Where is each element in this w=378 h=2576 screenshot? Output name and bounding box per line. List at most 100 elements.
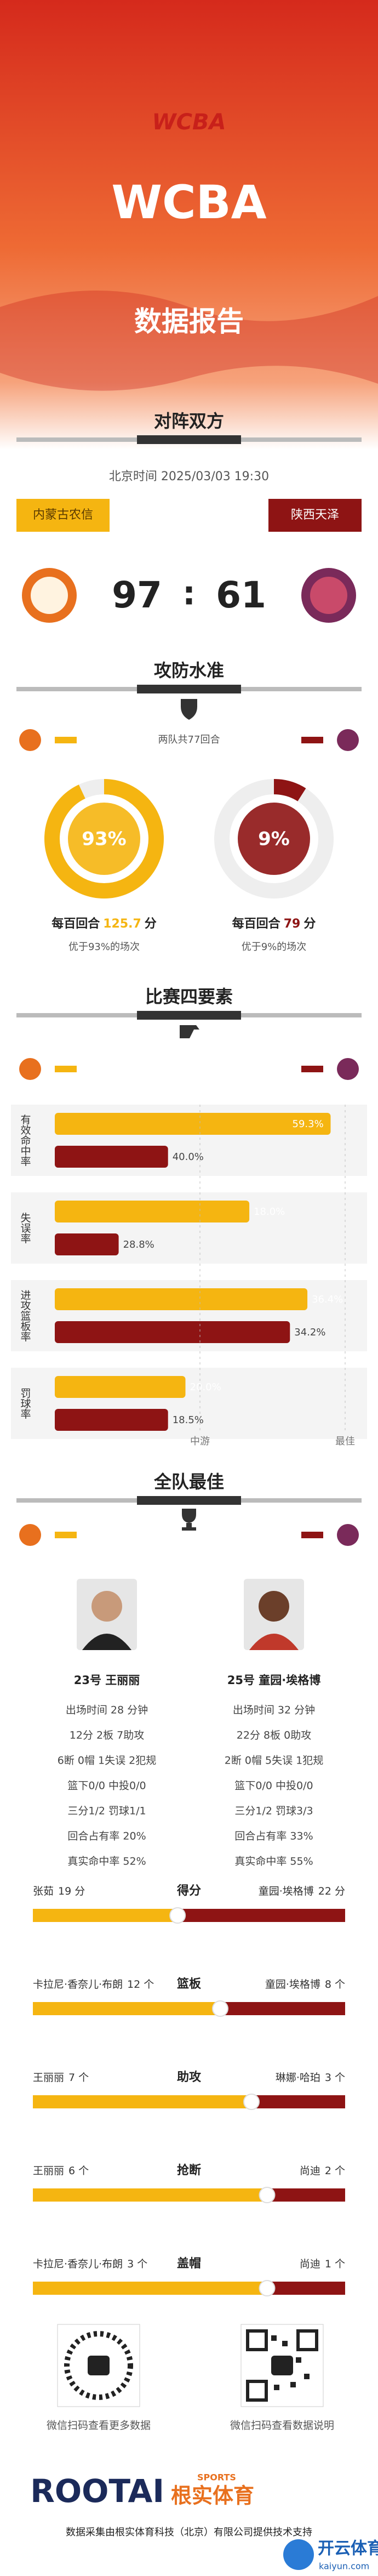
home-score: 97 <box>112 574 162 616</box>
away-icon <box>337 729 359 751</box>
leader-value: 7 <box>68 2072 75 2084</box>
player-stat: 6断 0帽 1失误 2犯规 <box>58 1755 156 1767</box>
away-logo-inner <box>310 577 347 614</box>
factor-value: 28.8% <box>123 1239 154 1250</box>
home-leader: 张茹 19 分 <box>33 1885 85 1897</box>
away-name-box <box>268 499 362 532</box>
brand: ROOTAI <box>30 2472 164 2510</box>
stat-name: 得分 <box>176 1884 201 1898</box>
points-unit: 分 <box>303 917 316 931</box>
home-share <box>33 2002 220 2015</box>
split-knob <box>259 2187 276 2203</box>
leader-unit: 个 <box>335 2258 345 2270</box>
player-stat: 回合占有率 20% <box>67 1830 146 1843</box>
factor-value: 36.4% <box>312 1294 343 1305</box>
home-leader: 王丽丽 6 个 <box>33 2165 89 2177</box>
factor-bar <box>55 1113 331 1135</box>
player-name: 23号 王丽丽 <box>74 1674 140 1687</box>
factor-bar <box>55 1321 290 1343</box>
player-stat: 出场时间 32 分钟 <box>233 1704 315 1716</box>
donut-label: 93% <box>82 828 126 850</box>
leader-name: 张茹 <box>33 1885 54 1897</box>
stat-name: 篮板 <box>176 1977 202 1991</box>
away-leader: 尚迪 1 个 <box>300 2258 345 2270</box>
title-hatch-mid <box>137 685 241 693</box>
player-name: 25号 童园·埃格博 <box>227 1674 321 1687</box>
leader-name: 尚迪 <box>300 2258 320 2270</box>
leader-unit: 个 <box>335 2165 345 2177</box>
possessions: 两队共77回合 <box>158 734 220 746</box>
photo-head <box>259 1591 289 1622</box>
home-legend <box>55 737 77 743</box>
player-stat: 真实命中率 55% <box>234 1856 313 1868</box>
qr-left <box>57 2324 140 2407</box>
watermark: 开云体育 <box>318 2539 378 2558</box>
stat-name: 抢断 <box>177 2163 201 2177</box>
home-name: 内蒙古农信 <box>33 508 93 522</box>
donut-inner <box>238 803 310 875</box>
factor-bar <box>55 1201 250 1222</box>
watermark-icon <box>283 2539 314 2570</box>
points-note: 优于93%的场次 <box>68 941 140 953</box>
factor-name: 失误率 <box>19 1212 31 1243</box>
home-icon <box>19 729 41 751</box>
player-stat: 12分 2板 7助攻 <box>70 1730 144 1742</box>
leader-value: 12 <box>127 1978 140 1991</box>
score-separator: : <box>182 575 196 613</box>
points-prefix: 每百回合 <box>51 917 100 931</box>
factor-value: 40.0% <box>173 1151 204 1163</box>
player-stat: 2断 0帽 5失误 1犯规 <box>225 1755 323 1767</box>
away-share <box>267 2188 345 2202</box>
away-icon <box>337 1058 359 1080</box>
donut-label: 9% <box>258 828 290 850</box>
leader-value: 19 <box>58 1885 71 1897</box>
away-legend <box>301 737 323 743</box>
split-knob <box>212 2000 228 2017</box>
home-leader: 卡拉尼·香奈儿·布朗 12 个 <box>33 1978 154 1991</box>
watermark-url: kaiyun.com <box>319 2561 369 2572</box>
header-bg <box>0 0 378 450</box>
qr-caption: 微信扫码查看更多数据 <box>47 2420 151 2432</box>
section-title: 比赛四要素 <box>145 986 233 1007</box>
away-leader: 童园·埃格博 22 分 <box>259 1885 345 1897</box>
factor-value: 20.0% <box>190 1381 221 1393</box>
away-leader: 琳娜·哈珀 3 个 <box>276 2072 345 2084</box>
header-wave <box>0 291 378 391</box>
home-share <box>33 1909 178 1922</box>
photo-head <box>91 1591 122 1622</box>
leader-unit: 分 <box>335 1885 345 1897</box>
leader-name: 王丽丽 <box>33 2072 64 2084</box>
away-share <box>220 2002 345 2015</box>
leader-unit: 个 <box>78 2165 89 2177</box>
away-share <box>267 2282 345 2295</box>
donut-arc <box>44 779 164 899</box>
header-title: WCBA <box>111 175 266 229</box>
player-stat: 三分1/2 罚球3/3 <box>234 1805 313 1817</box>
leader-unit: 个 <box>335 1978 345 1991</box>
leader-name: 童园·埃格博 <box>265 1978 320 1991</box>
factor-bar <box>55 1233 119 1255</box>
leader-unit: 个 <box>78 2072 89 2084</box>
leader-unit: 个 <box>144 1978 154 1991</box>
photo-body <box>249 1634 299 1650</box>
away-share <box>177 1909 345 1922</box>
home-share <box>33 2188 267 2202</box>
donut-arc <box>214 779 334 899</box>
away-leader: 尚迪 2 个 <box>300 2165 345 2177</box>
x-tick-label: 最佳 <box>335 1436 355 1447</box>
points-line: 每百回合 125.7 分 <box>51 917 157 931</box>
qr-caption: 微信扫码查看数据说明 <box>230 2420 334 2432</box>
photo-body <box>82 1634 131 1650</box>
points-line: 每百回合 79 分 <box>232 917 316 931</box>
factor-value: 59.3% <box>293 1118 324 1130</box>
points-prefix: 每百回合 <box>232 917 281 931</box>
leader-value: 3 <box>325 2072 331 2084</box>
away-leader: 童园·埃格博 8 个 <box>265 1978 345 1991</box>
home-leader: 王丽丽 7 个 <box>33 2072 89 2084</box>
donut-inner <box>68 803 140 875</box>
points-unit: 分 <box>145 917 157 931</box>
home-leader: 卡拉尼·香奈儿·布朗 3 个 <box>33 2258 147 2270</box>
away-icon <box>337 1524 359 1546</box>
